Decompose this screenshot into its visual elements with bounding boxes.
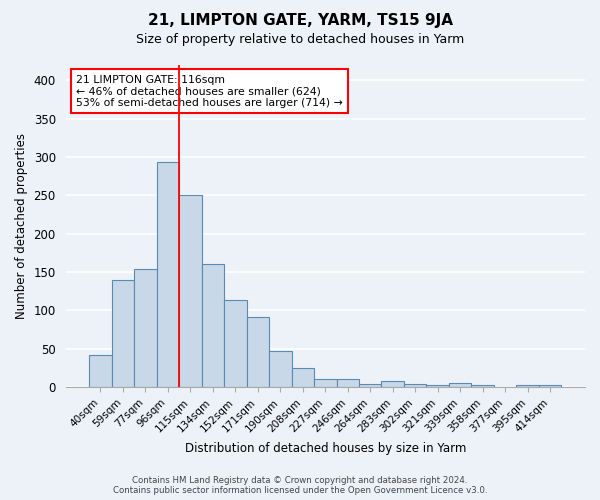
Bar — [337, 378, 359, 387]
Bar — [314, 380, 337, 387]
Bar — [449, 384, 472, 387]
Bar — [157, 162, 179, 387]
Text: Contains HM Land Registry data © Crown copyright and database right 2024.
Contai: Contains HM Land Registry data © Crown c… — [113, 476, 487, 495]
Text: 21 LIMPTON GATE: 116sqm
← 46% of detached houses are smaller (624)
53% of semi-d: 21 LIMPTON GATE: 116sqm ← 46% of detache… — [76, 74, 343, 108]
Bar — [112, 280, 134, 387]
Text: 21, LIMPTON GATE, YARM, TS15 9JA: 21, LIMPTON GATE, YARM, TS15 9JA — [148, 12, 452, 28]
Bar — [539, 385, 562, 387]
Bar — [472, 385, 494, 387]
Bar — [404, 384, 427, 387]
Bar — [202, 264, 224, 387]
Bar — [179, 194, 202, 387]
Text: Size of property relative to detached houses in Yarm: Size of property relative to detached ho… — [136, 32, 464, 46]
Bar — [247, 316, 269, 387]
Bar — [382, 381, 404, 387]
Bar — [427, 385, 449, 387]
Bar — [224, 300, 247, 387]
Bar — [359, 384, 382, 387]
Bar — [517, 385, 539, 387]
Bar — [134, 269, 157, 387]
Bar — [89, 355, 112, 387]
Bar — [269, 351, 292, 387]
Bar — [292, 368, 314, 387]
Y-axis label: Number of detached properties: Number of detached properties — [15, 133, 28, 319]
X-axis label: Distribution of detached houses by size in Yarm: Distribution of detached houses by size … — [185, 442, 466, 455]
